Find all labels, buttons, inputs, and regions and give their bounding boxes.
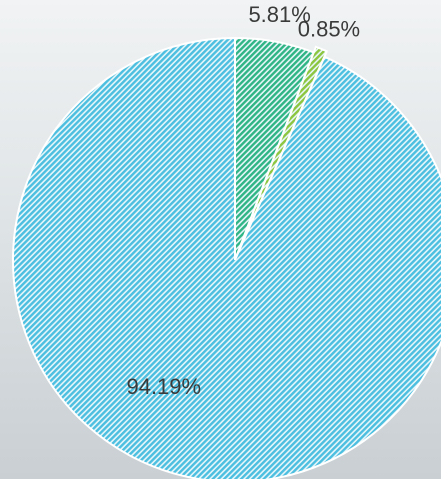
page: 5.81%0.85%94.19% (() => { const data = J… xyxy=(0,0,441,479)
chart: 5.81%0.85%94.19% xyxy=(0,0,441,479)
data-label: 0.85% xyxy=(298,16,360,41)
pie-slice xyxy=(13,38,441,479)
data-label: 94.19% xyxy=(126,374,201,399)
